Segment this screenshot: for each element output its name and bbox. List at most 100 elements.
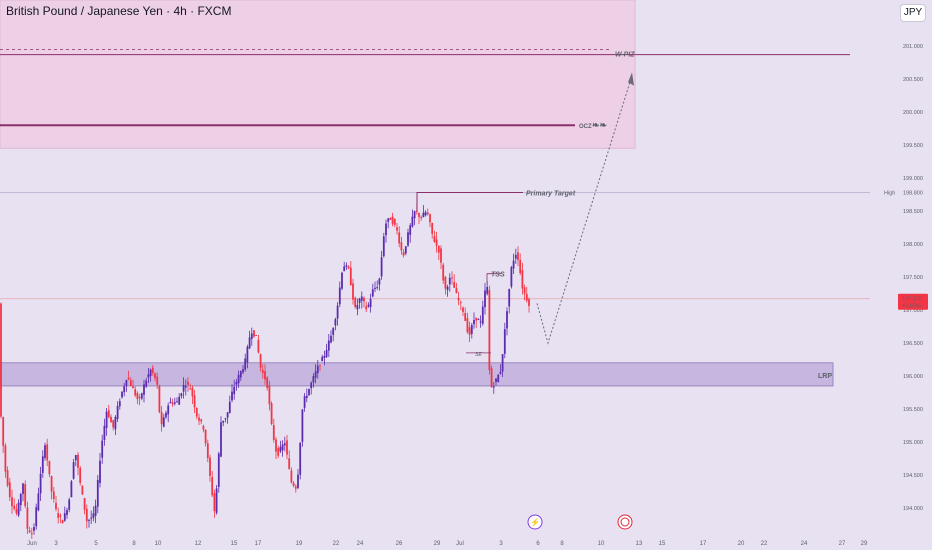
candle-body xyxy=(369,298,372,307)
candle-body xyxy=(503,329,506,354)
candle-body xyxy=(345,265,348,267)
x-tick-label: 15 xyxy=(231,541,238,547)
candle-body xyxy=(224,418,227,420)
candle-body xyxy=(488,290,491,371)
candle-body xyxy=(356,305,359,310)
candle-body xyxy=(261,369,264,374)
candle-body xyxy=(15,509,18,514)
candle-body xyxy=(440,248,442,263)
x-tick-label: 3 xyxy=(499,541,503,547)
candle-body xyxy=(233,386,236,395)
candle-body xyxy=(272,425,275,440)
candle-body xyxy=(525,293,528,301)
candle-body xyxy=(237,375,240,384)
candle-body xyxy=(244,358,247,370)
candle-body xyxy=(393,219,396,225)
candle-body xyxy=(400,242,403,251)
candle-body xyxy=(349,267,352,286)
candle-body xyxy=(316,365,319,374)
candle-body xyxy=(19,494,22,505)
candle-body xyxy=(264,371,266,380)
ocz-label: OCZ xyxy=(579,124,592,130)
y-tick-label: 194.500 xyxy=(903,473,923,479)
x-tick-label: 12 xyxy=(195,541,202,547)
candle-body xyxy=(242,369,244,373)
candle-body xyxy=(385,223,387,236)
candle-body xyxy=(171,402,174,405)
candle-body xyxy=(360,296,363,301)
candle-body xyxy=(0,303,2,417)
candle-body xyxy=(2,417,5,446)
candle-body xyxy=(290,470,293,483)
candle-body xyxy=(209,457,211,476)
candle-body xyxy=(145,380,148,387)
candle-body xyxy=(61,520,64,524)
candle-body xyxy=(477,319,480,321)
x-tick-label: Jul xyxy=(456,541,464,547)
candle-body xyxy=(101,440,104,458)
candle-body xyxy=(147,374,150,378)
candle-body xyxy=(479,321,482,323)
x-tick-label: 24 xyxy=(357,541,364,547)
candle-body xyxy=(107,410,110,418)
y-tick-label: 200.500 xyxy=(903,77,923,83)
candle-body xyxy=(165,412,167,418)
candle-body xyxy=(158,385,161,413)
candle-body xyxy=(501,354,504,372)
candle-body xyxy=(512,260,515,269)
candle-body xyxy=(202,425,205,430)
candle-body xyxy=(492,386,495,388)
candle-body xyxy=(376,287,379,289)
candle-body xyxy=(24,484,27,507)
price-tag xyxy=(898,293,928,310)
x-tick-label: 20 xyxy=(738,541,745,547)
candle-body xyxy=(486,286,489,294)
candle-body xyxy=(90,517,93,519)
y-tick-label: 198.000 xyxy=(903,242,923,248)
candle-body xyxy=(99,460,101,483)
candle-body xyxy=(444,277,447,289)
candle-body xyxy=(52,491,55,499)
candle-body xyxy=(39,473,42,494)
candle-body xyxy=(429,214,431,223)
candle-body xyxy=(497,374,500,382)
candle-body xyxy=(41,456,44,473)
candle-body xyxy=(182,384,185,392)
candle-body xyxy=(50,476,53,492)
candle-body xyxy=(22,483,24,494)
candle-body xyxy=(151,367,154,373)
candle-body xyxy=(314,371,317,378)
candle-body xyxy=(341,272,343,289)
candle-body xyxy=(85,508,88,522)
candle-body xyxy=(319,365,321,367)
candle-body xyxy=(211,477,214,496)
candle-body xyxy=(11,497,13,507)
y-tick-label: 196.500 xyxy=(903,341,923,347)
y-tick-label: 201.000 xyxy=(903,44,923,50)
candle-body xyxy=(48,460,51,475)
candle-body xyxy=(193,395,196,408)
candle-body xyxy=(138,397,141,399)
x-tick-label: 13 xyxy=(636,541,643,547)
candle-body xyxy=(28,530,31,533)
candle-body xyxy=(55,502,57,510)
candle-body xyxy=(114,417,117,430)
currency-button[interactable]: JPY xyxy=(900,4,926,22)
candle-body xyxy=(228,401,231,413)
candle-body xyxy=(475,317,478,321)
lrp-label: LRP xyxy=(818,373,832,380)
candle-body xyxy=(338,287,341,305)
x-tick-label: 8 xyxy=(132,541,136,547)
candle-body xyxy=(250,333,253,339)
projection-path xyxy=(536,75,633,345)
candle-body xyxy=(257,339,260,353)
candle-body xyxy=(352,283,354,300)
candle-body xyxy=(301,409,304,442)
candle-body xyxy=(68,499,71,510)
candle-body xyxy=(129,380,132,386)
x-tick-label: 26 xyxy=(396,541,403,547)
candle-body xyxy=(81,485,84,495)
candle-body xyxy=(411,216,414,227)
candle-body xyxy=(70,481,73,498)
